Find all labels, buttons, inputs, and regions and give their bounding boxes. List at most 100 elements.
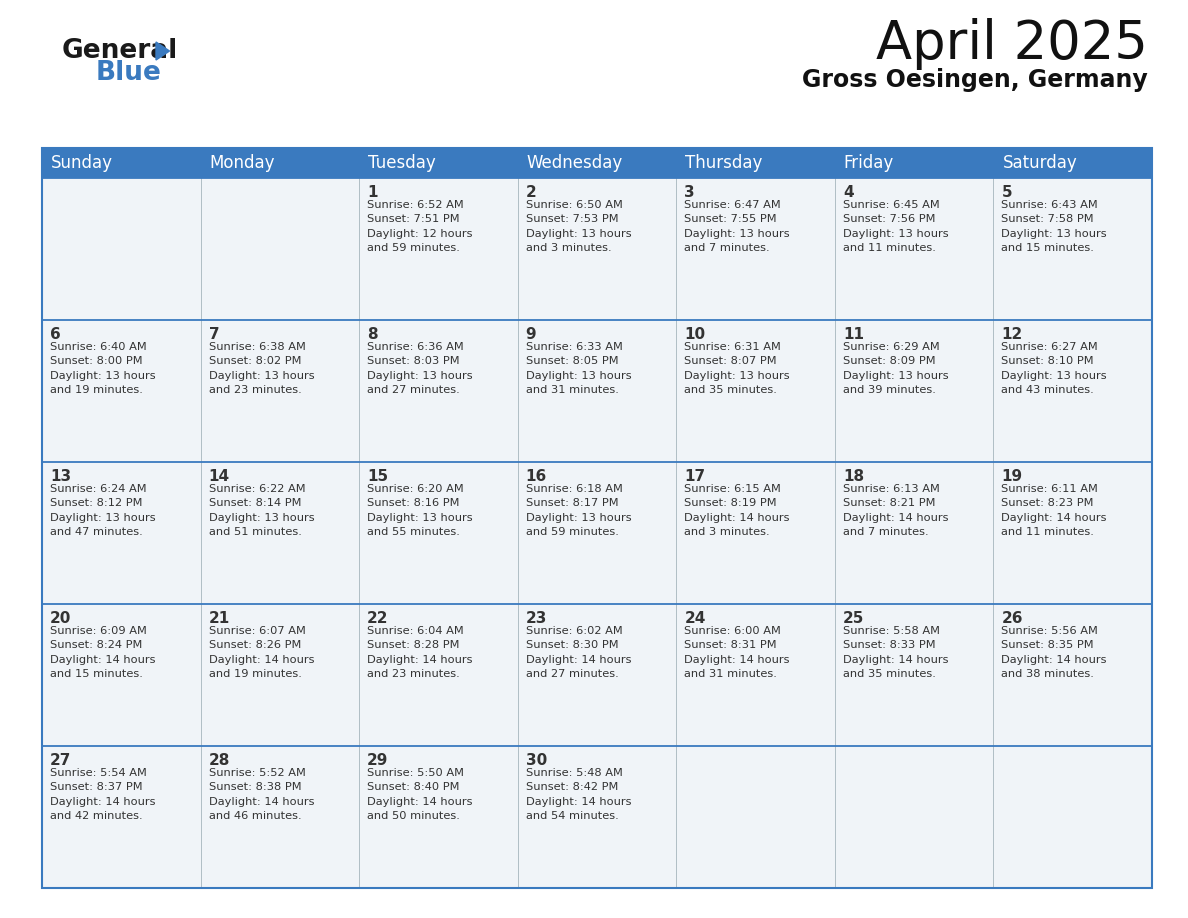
- Text: 21: 21: [209, 611, 229, 626]
- Text: 18: 18: [842, 469, 864, 484]
- Text: Sunrise: 6:04 AM
Sunset: 8:28 PM
Daylight: 14 hours
and 23 minutes.: Sunrise: 6:04 AM Sunset: 8:28 PM Dayligh…: [367, 626, 473, 679]
- Text: 13: 13: [50, 469, 71, 484]
- Bar: [359, 746, 518, 888]
- Bar: [835, 462, 993, 604]
- Text: 19: 19: [1001, 469, 1023, 484]
- Text: Sunrise: 6:50 AM
Sunset: 7:53 PM
Daylight: 13 hours
and 3 minutes.: Sunrise: 6:50 AM Sunset: 7:53 PM Dayligh…: [526, 200, 631, 253]
- Bar: [201, 178, 359, 320]
- Text: Sunrise: 5:58 AM
Sunset: 8:33 PM
Daylight: 14 hours
and 35 minutes.: Sunrise: 5:58 AM Sunset: 8:33 PM Dayligh…: [842, 626, 948, 679]
- Bar: [835, 148, 993, 178]
- Bar: [42, 604, 201, 746]
- Text: 3: 3: [684, 185, 695, 200]
- Text: 26: 26: [1001, 611, 1023, 626]
- Bar: [359, 320, 518, 462]
- Text: Sunrise: 6:07 AM
Sunset: 8:26 PM
Daylight: 14 hours
and 19 minutes.: Sunrise: 6:07 AM Sunset: 8:26 PM Dayligh…: [209, 626, 314, 679]
- Text: Sunrise: 6:29 AM
Sunset: 8:09 PM
Daylight: 13 hours
and 39 minutes.: Sunrise: 6:29 AM Sunset: 8:09 PM Dayligh…: [842, 342, 948, 396]
- Text: 22: 22: [367, 611, 388, 626]
- Text: Sunrise: 6:02 AM
Sunset: 8:30 PM
Daylight: 14 hours
and 27 minutes.: Sunrise: 6:02 AM Sunset: 8:30 PM Dayligh…: [526, 626, 631, 679]
- Text: Sunrise: 6:47 AM
Sunset: 7:55 PM
Daylight: 13 hours
and 7 minutes.: Sunrise: 6:47 AM Sunset: 7:55 PM Dayligh…: [684, 200, 790, 253]
- Bar: [993, 148, 1152, 178]
- Text: 2: 2: [526, 185, 537, 200]
- Bar: [359, 178, 518, 320]
- Bar: [993, 320, 1152, 462]
- Text: 1: 1: [367, 185, 378, 200]
- Text: 28: 28: [209, 753, 230, 768]
- Bar: [42, 148, 1152, 888]
- Bar: [676, 604, 835, 746]
- Bar: [201, 148, 359, 178]
- Text: Sunrise: 6:36 AM
Sunset: 8:03 PM
Daylight: 13 hours
and 27 minutes.: Sunrise: 6:36 AM Sunset: 8:03 PM Dayligh…: [367, 342, 473, 396]
- Text: Sunrise: 6:33 AM
Sunset: 8:05 PM
Daylight: 13 hours
and 31 minutes.: Sunrise: 6:33 AM Sunset: 8:05 PM Dayligh…: [526, 342, 631, 396]
- Text: Blue: Blue: [96, 60, 162, 86]
- Bar: [835, 746, 993, 888]
- Bar: [42, 148, 201, 178]
- Bar: [201, 604, 359, 746]
- Text: 5: 5: [1001, 185, 1012, 200]
- Text: Sunrise: 5:48 AM
Sunset: 8:42 PM
Daylight: 14 hours
and 54 minutes.: Sunrise: 5:48 AM Sunset: 8:42 PM Dayligh…: [526, 768, 631, 822]
- Text: 17: 17: [684, 469, 706, 484]
- Text: Sunrise: 6:00 AM
Sunset: 8:31 PM
Daylight: 14 hours
and 31 minutes.: Sunrise: 6:00 AM Sunset: 8:31 PM Dayligh…: [684, 626, 790, 679]
- Text: Tuesday: Tuesday: [368, 154, 436, 172]
- Text: Sunrise: 6:20 AM
Sunset: 8:16 PM
Daylight: 13 hours
and 55 minutes.: Sunrise: 6:20 AM Sunset: 8:16 PM Dayligh…: [367, 484, 473, 537]
- Text: Sunrise: 5:54 AM
Sunset: 8:37 PM
Daylight: 14 hours
and 42 minutes.: Sunrise: 5:54 AM Sunset: 8:37 PM Dayligh…: [50, 768, 156, 822]
- Text: Sunrise: 6:52 AM
Sunset: 7:51 PM
Daylight: 12 hours
and 59 minutes.: Sunrise: 6:52 AM Sunset: 7:51 PM Dayligh…: [367, 200, 473, 253]
- Bar: [835, 178, 993, 320]
- Text: Sunrise: 6:18 AM
Sunset: 8:17 PM
Daylight: 13 hours
and 59 minutes.: Sunrise: 6:18 AM Sunset: 8:17 PM Dayligh…: [526, 484, 631, 537]
- Text: Sunrise: 6:22 AM
Sunset: 8:14 PM
Daylight: 13 hours
and 51 minutes.: Sunrise: 6:22 AM Sunset: 8:14 PM Dayligh…: [209, 484, 314, 537]
- Bar: [42, 462, 201, 604]
- Bar: [993, 604, 1152, 746]
- Text: 11: 11: [842, 327, 864, 342]
- Text: General: General: [62, 38, 178, 64]
- Text: Sunrise: 6:09 AM
Sunset: 8:24 PM
Daylight: 14 hours
and 15 minutes.: Sunrise: 6:09 AM Sunset: 8:24 PM Dayligh…: [50, 626, 156, 679]
- Bar: [993, 178, 1152, 320]
- Text: Monday: Monday: [209, 154, 276, 172]
- Bar: [676, 148, 835, 178]
- Text: Sunrise: 6:13 AM
Sunset: 8:21 PM
Daylight: 14 hours
and 7 minutes.: Sunrise: 6:13 AM Sunset: 8:21 PM Dayligh…: [842, 484, 948, 537]
- Text: Sunrise: 6:24 AM
Sunset: 8:12 PM
Daylight: 13 hours
and 47 minutes.: Sunrise: 6:24 AM Sunset: 8:12 PM Dayligh…: [50, 484, 156, 537]
- Bar: [835, 604, 993, 746]
- Bar: [518, 320, 676, 462]
- Text: 16: 16: [526, 469, 546, 484]
- Text: 14: 14: [209, 469, 229, 484]
- Text: Saturday: Saturday: [1003, 154, 1078, 172]
- Bar: [676, 178, 835, 320]
- Text: Sunrise: 6:40 AM
Sunset: 8:00 PM
Daylight: 13 hours
and 19 minutes.: Sunrise: 6:40 AM Sunset: 8:00 PM Dayligh…: [50, 342, 156, 396]
- Text: Wednesday: Wednesday: [526, 154, 623, 172]
- Bar: [518, 746, 676, 888]
- Bar: [993, 462, 1152, 604]
- Bar: [518, 148, 676, 178]
- Bar: [201, 746, 359, 888]
- Text: 20: 20: [50, 611, 71, 626]
- Text: April 2025: April 2025: [876, 18, 1148, 70]
- Text: 9: 9: [526, 327, 536, 342]
- Bar: [42, 746, 201, 888]
- Bar: [835, 320, 993, 462]
- Text: 6: 6: [50, 327, 61, 342]
- Text: 7: 7: [209, 327, 220, 342]
- Text: 24: 24: [684, 611, 706, 626]
- Text: 29: 29: [367, 753, 388, 768]
- Text: Sunrise: 6:45 AM
Sunset: 7:56 PM
Daylight: 13 hours
and 11 minutes.: Sunrise: 6:45 AM Sunset: 7:56 PM Dayligh…: [842, 200, 948, 253]
- Polygon shape: [156, 42, 170, 60]
- Bar: [42, 178, 201, 320]
- Text: Sunrise: 6:27 AM
Sunset: 8:10 PM
Daylight: 13 hours
and 43 minutes.: Sunrise: 6:27 AM Sunset: 8:10 PM Dayligh…: [1001, 342, 1107, 396]
- Text: Friday: Friday: [843, 154, 895, 172]
- Text: 15: 15: [367, 469, 388, 484]
- Text: Sunrise: 6:11 AM
Sunset: 8:23 PM
Daylight: 14 hours
and 11 minutes.: Sunrise: 6:11 AM Sunset: 8:23 PM Dayligh…: [1001, 484, 1107, 537]
- Text: Sunrise: 6:43 AM
Sunset: 7:58 PM
Daylight: 13 hours
and 15 minutes.: Sunrise: 6:43 AM Sunset: 7:58 PM Dayligh…: [1001, 200, 1107, 253]
- Text: Thursday: Thursday: [685, 154, 763, 172]
- Bar: [359, 604, 518, 746]
- Bar: [518, 462, 676, 604]
- Text: Sunrise: 6:38 AM
Sunset: 8:02 PM
Daylight: 13 hours
and 23 minutes.: Sunrise: 6:38 AM Sunset: 8:02 PM Dayligh…: [209, 342, 314, 396]
- Bar: [201, 462, 359, 604]
- Text: Gross Oesingen, Germany: Gross Oesingen, Germany: [802, 68, 1148, 92]
- Bar: [201, 320, 359, 462]
- Bar: [676, 462, 835, 604]
- Bar: [42, 320, 201, 462]
- Bar: [676, 320, 835, 462]
- Text: Sunrise: 5:56 AM
Sunset: 8:35 PM
Daylight: 14 hours
and 38 minutes.: Sunrise: 5:56 AM Sunset: 8:35 PM Dayligh…: [1001, 626, 1107, 679]
- Bar: [676, 746, 835, 888]
- Text: 27: 27: [50, 753, 71, 768]
- Text: 10: 10: [684, 327, 706, 342]
- Text: Sunrise: 6:31 AM
Sunset: 8:07 PM
Daylight: 13 hours
and 35 minutes.: Sunrise: 6:31 AM Sunset: 8:07 PM Dayligh…: [684, 342, 790, 396]
